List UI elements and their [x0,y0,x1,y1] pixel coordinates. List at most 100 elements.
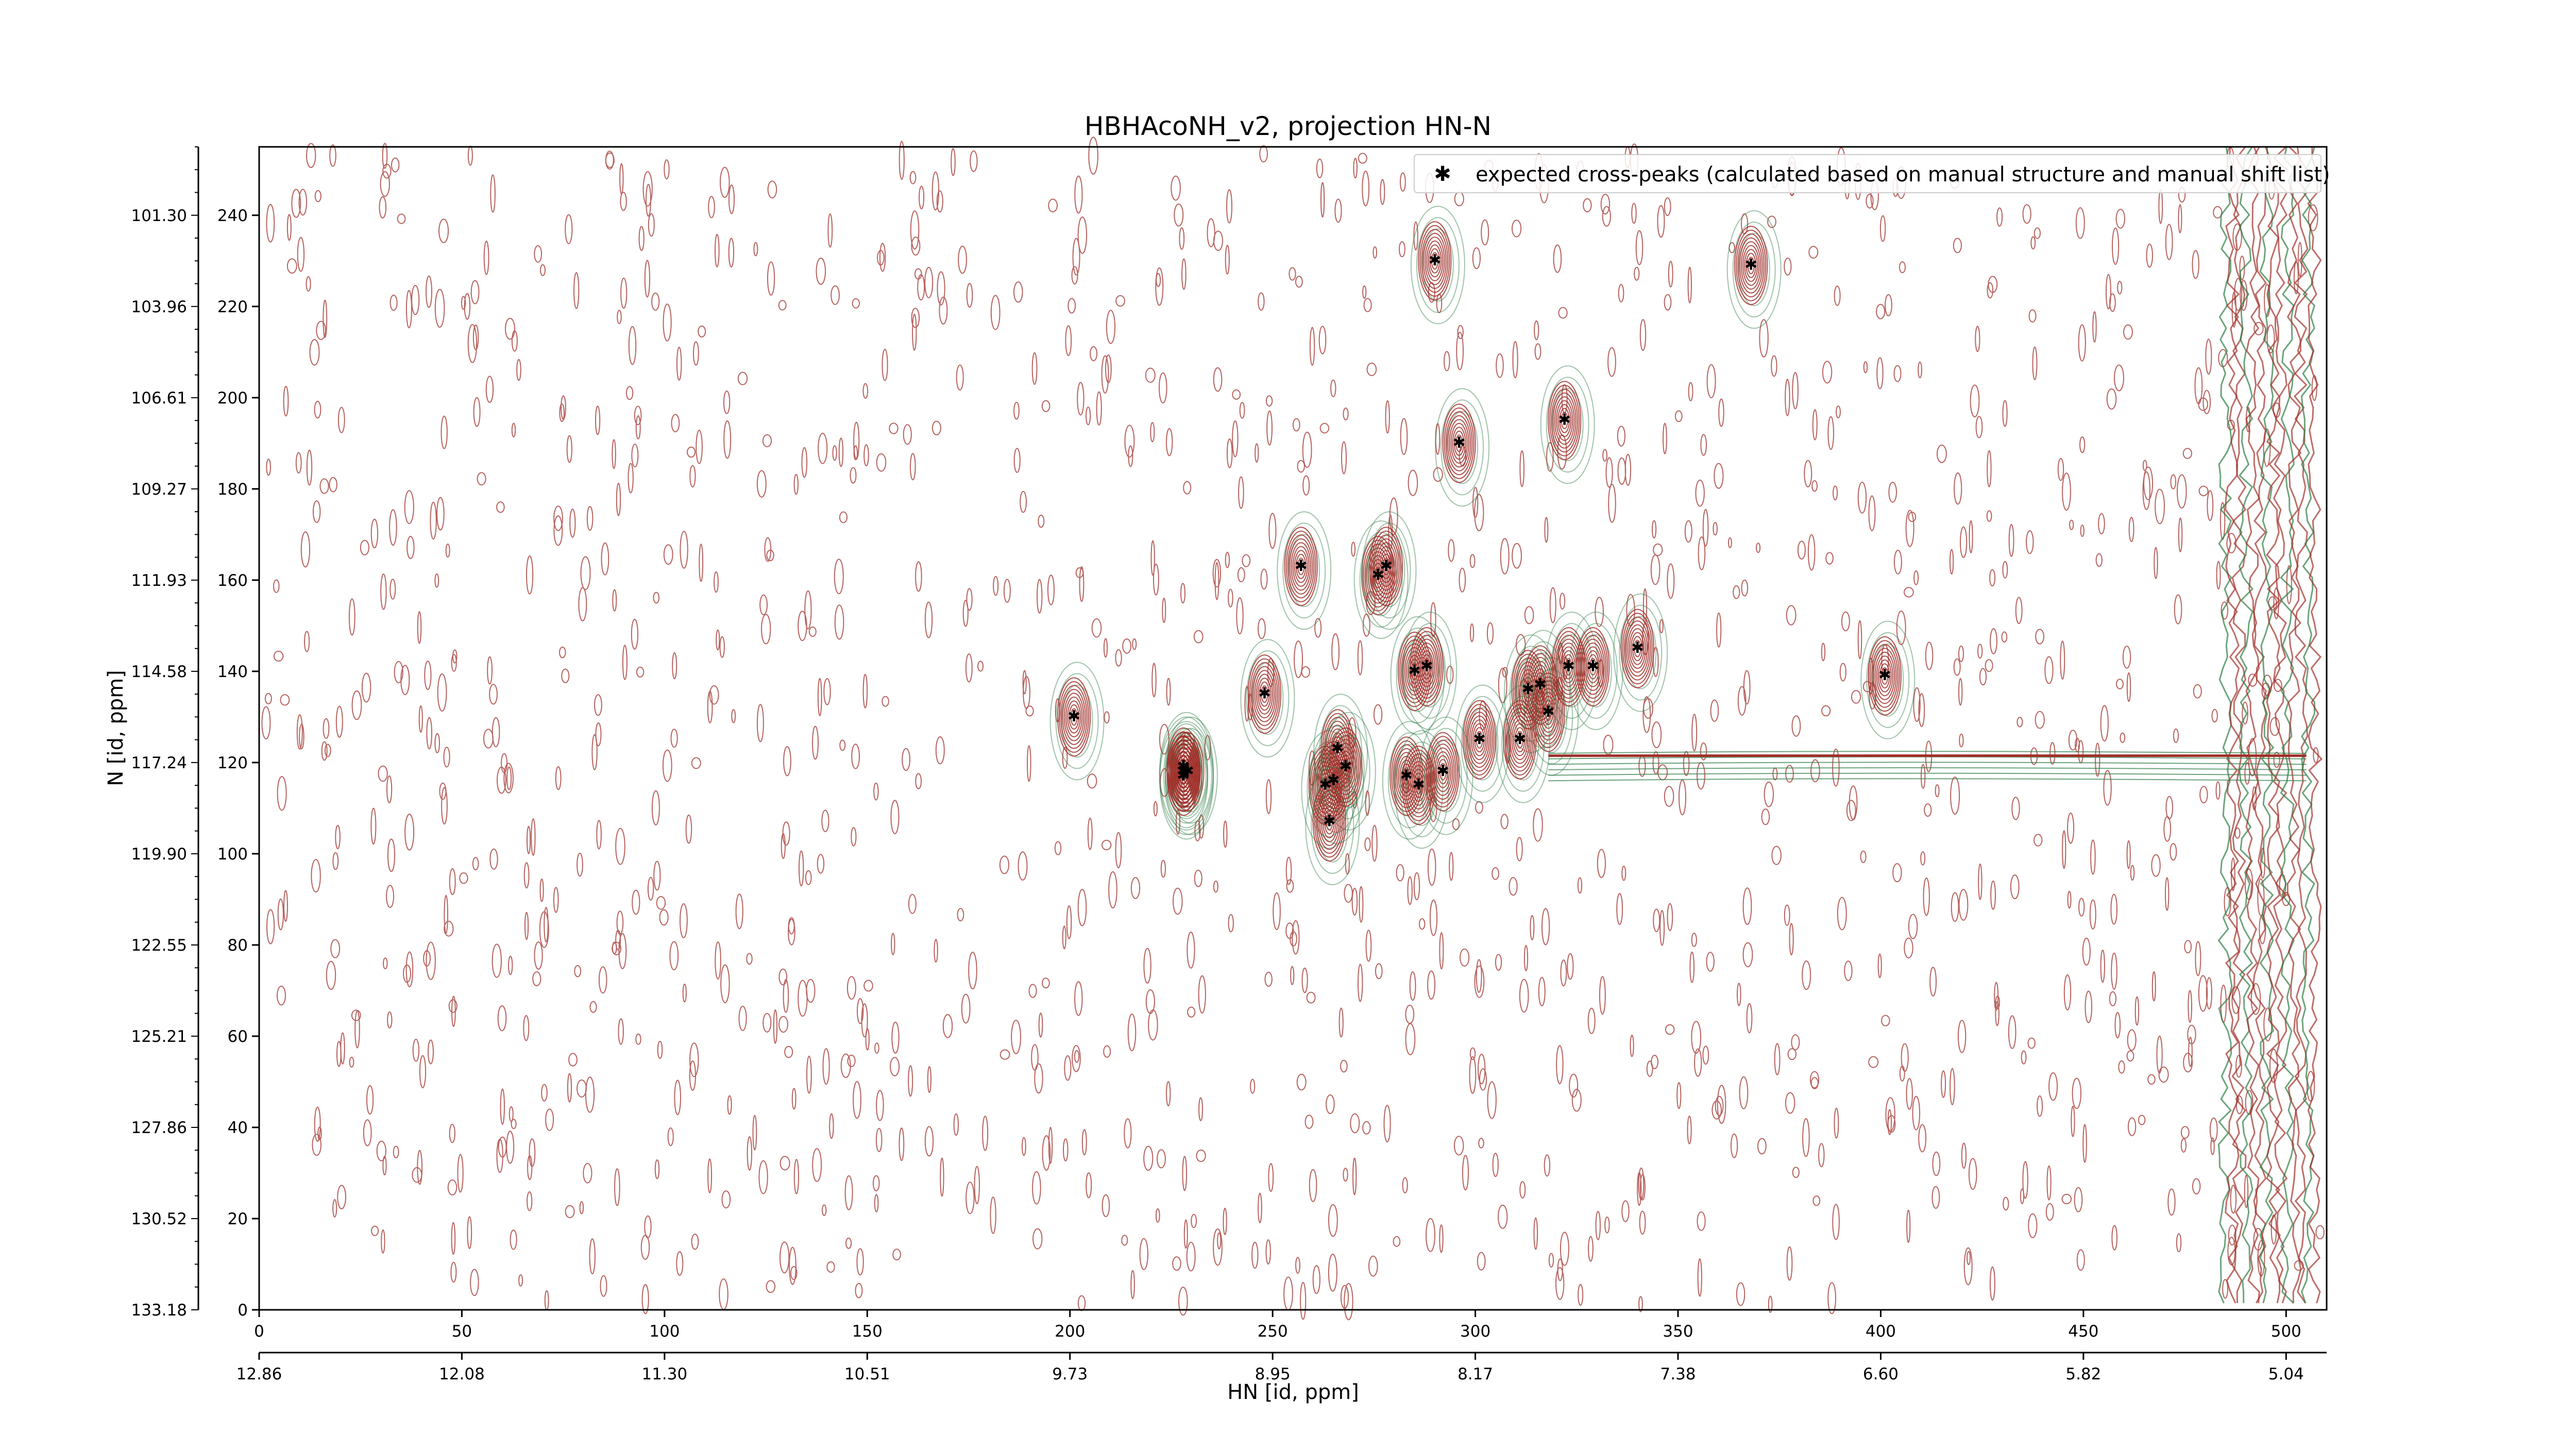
cross-peak-marker: ✱ [1562,657,1575,676]
cross-peak-marker: ✱ [1177,762,1190,780]
cross-peak-marker: ✱ [1177,762,1190,780]
noise-contour [662,749,672,782]
peak-contour [1449,419,1469,468]
peak-halo [1321,712,1376,831]
noise-contour [553,887,559,913]
cross-peak-marker: ✱ [1177,762,1190,780]
peak-halo [1359,532,1403,628]
cross-peak-marker: ✱ [1177,762,1190,780]
noise-contour [1638,755,1646,777]
noise-contour [2100,705,2109,742]
noise-contour [1832,1204,1840,1240]
noise-contour [1343,1168,1348,1182]
noise-contour [1290,966,1295,985]
noise-contour [1239,402,1245,419]
peak-contour [1742,245,1760,286]
noise-contour [2206,977,2212,1009]
noise-contour [1700,742,1707,761]
y-index-tick-label: 120 [217,754,248,772]
peak-contour [1259,681,1270,707]
noise-contour [844,1175,853,1210]
noise-contour [497,766,506,794]
cross-peak-marker: ✱ [1177,767,1190,785]
noise-contour [806,1055,812,1094]
noise-contour [1268,513,1277,549]
noise-contour [1918,693,1925,728]
noise-contour [1062,747,1068,769]
noise-contour [436,497,445,531]
noise-contour [1810,759,1820,783]
noise-contour [1639,1210,1646,1235]
y-index-tick-label: 80 [228,936,248,955]
noise-contour [335,705,343,738]
noise-contour [914,268,922,280]
noise-contour [778,1016,788,1033]
noise-contour [852,298,860,309]
noise-contour [1172,1256,1181,1271]
edge-contour [2273,146,2289,1304]
cross-peak-marker: ✱ [1177,762,1190,780]
peak-halo [1535,680,1568,753]
noise-contour [1326,1094,1335,1114]
noise-contour [467,145,473,166]
peak-contour [1423,658,1431,676]
peak-halo [1530,668,1573,765]
noise-contour [2167,1188,2176,1216]
peak-halo [1544,612,1599,730]
noise-contour [1456,331,1464,370]
noise-contour [397,213,406,224]
noise-contour [1365,790,1370,816]
noise-contour [527,825,531,854]
cross-peak-marker: ✱ [1177,762,1190,780]
noise-contour [2308,204,2318,231]
noise-contour [1294,640,1303,679]
peak-contour [1444,407,1475,479]
noise-contour [990,1196,996,1234]
peak-contour [1396,752,1417,801]
noise-contour [1292,418,1300,432]
noise-contour [1608,484,1616,523]
noise-contour [1885,1097,1895,1132]
peak-contour [1296,553,1307,579]
peak-contour [1393,744,1420,808]
cross-peak-marker: ✱ [1258,685,1271,703]
cross-peak-marker: ✱ [1177,762,1190,780]
noise-contour [1953,238,1962,254]
noise-contour [1286,879,1294,893]
peak-contour [1175,744,1199,800]
noise-contour [2016,717,2023,728]
peak-contour [1338,750,1353,784]
x-ppm-tick-label: 9.73 [1052,1365,1088,1383]
noise-contour [1258,618,1266,639]
noise-contour [434,289,445,328]
peak-contour [1287,534,1315,599]
cross-peak-marker: ✱ [1177,757,1190,775]
noise-contour [1223,1207,1227,1236]
noise-contour [1697,1211,1706,1231]
peak-contour [1744,249,1758,282]
noise-contour [2122,646,2131,669]
noise-contour [2180,1138,2187,1153]
noise-contour [1372,246,1378,259]
noise-contour [1761,808,1770,825]
peak-halo [1424,728,1468,824]
noise-contour [2146,243,2153,268]
noise-contour [902,748,910,771]
noise-contour [889,423,899,434]
cross-peak-marker: ✱ [1177,762,1190,780]
cross-peak-marker: ✱ [1177,762,1190,780]
cross-peak-marker: ✱ [1177,767,1190,785]
cross-peak-marker: ✱ [1177,762,1190,780]
noise-contour [1737,686,1747,716]
noise-contour [1714,463,1724,489]
noise-contour [428,1039,434,1065]
noise-contour [1072,238,1080,276]
noise-contour [2130,865,2135,881]
noise-contour [1851,690,1861,704]
noise-contour [799,850,804,887]
noise-contour [1295,1257,1300,1274]
noise-contour [632,889,640,915]
noise-contour [2048,1072,2058,1101]
noise-contour [1785,379,1790,416]
cross-peak-marker: ✱ [1177,757,1190,775]
